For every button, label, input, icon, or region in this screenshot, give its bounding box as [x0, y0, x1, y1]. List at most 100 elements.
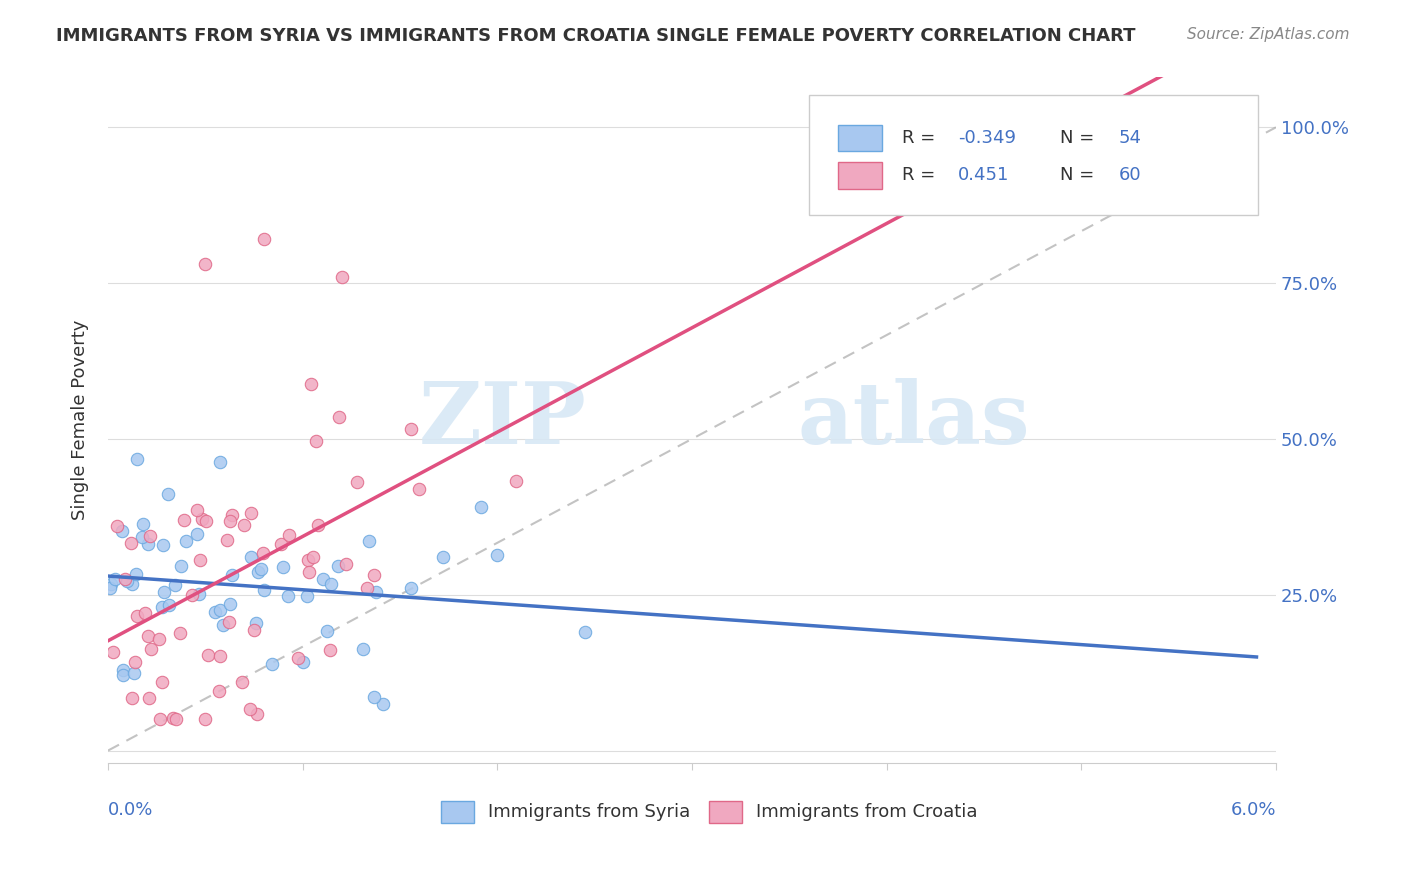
Y-axis label: Single Female Poverty: Single Female Poverty: [72, 320, 89, 520]
Point: [295, 589, 318, 603]
Point: [194, 713, 217, 727]
Point: [312, 572, 335, 586]
Point: [260, 657, 283, 672]
Point: [221, 568, 243, 582]
Point: [165, 577, 187, 591]
Point: [204, 605, 226, 619]
Text: ZIP: ZIP: [419, 378, 586, 462]
Point: [195, 514, 218, 528]
Point: [218, 597, 240, 611]
Point: [156, 487, 179, 501]
Point: [363, 567, 385, 582]
Point: [115, 574, 138, 588]
Point: [136, 629, 159, 643]
Point: [101, 645, 124, 659]
Point: [136, 537, 159, 551]
Point: [152, 675, 174, 690]
Point: [240, 549, 263, 564]
Point: [162, 711, 184, 725]
Point: [152, 584, 174, 599]
Point: [122, 666, 145, 681]
Point: [100, 576, 122, 591]
Point: [277, 589, 299, 603]
Point: [432, 550, 454, 565]
Point: [326, 559, 349, 574]
Point: [271, 560, 294, 574]
Point: [194, 257, 217, 271]
Point: [208, 684, 231, 698]
Point: [253, 582, 276, 597]
Text: -0.349: -0.349: [959, 128, 1017, 147]
Point: [150, 599, 173, 614]
Point: [215, 533, 238, 547]
Text: N =: N =: [1060, 128, 1099, 147]
Point: [111, 663, 134, 677]
Point: [208, 603, 231, 617]
Point: [363, 690, 385, 704]
Point: [470, 500, 492, 514]
Point: [245, 615, 267, 630]
Text: 54: 54: [1118, 128, 1142, 147]
Point: [287, 651, 309, 665]
Text: Immigrants from Croatia: Immigrants from Croatia: [756, 804, 977, 822]
Point: [253, 232, 276, 246]
Text: 6.0%: 6.0%: [1230, 801, 1277, 819]
Point: [277, 528, 299, 542]
Point: [218, 615, 240, 629]
Point: [170, 558, 193, 573]
Text: Source: ZipAtlas.com: Source: ZipAtlas.com: [1187, 27, 1350, 42]
Point: [111, 524, 134, 539]
Point: [357, 533, 380, 548]
Point: [186, 526, 208, 541]
Point: [356, 582, 378, 596]
Point: [335, 557, 357, 571]
Point: [125, 452, 148, 467]
Point: [209, 455, 232, 469]
Point: [250, 562, 273, 576]
Point: [297, 553, 319, 567]
Point: [121, 577, 143, 591]
Point: [125, 566, 148, 581]
Point: [330, 269, 353, 284]
Point: [190, 552, 212, 566]
Point: [114, 572, 136, 586]
Point: [169, 626, 191, 640]
Point: [352, 641, 374, 656]
Point: [138, 529, 160, 543]
Text: N =: N =: [1060, 167, 1099, 185]
FancyBboxPatch shape: [808, 95, 1258, 215]
Point: [209, 649, 232, 664]
Point: [121, 690, 143, 705]
Text: 0.451: 0.451: [959, 167, 1010, 185]
Bar: [838, 162, 883, 188]
Point: [299, 377, 322, 392]
Bar: [710, 801, 742, 823]
Text: IMMIGRANTS FROM SYRIA VS IMMIGRANTS FROM CROATIA SINGLE FEMALE POVERTY CORRELATI: IMMIGRANTS FROM SYRIA VS IMMIGRANTS FROM…: [56, 27, 1136, 45]
Point: [197, 648, 219, 662]
Point: [98, 581, 121, 595]
Point: [298, 565, 321, 579]
Point: [252, 546, 274, 560]
Point: [221, 508, 243, 522]
Point: [181, 588, 204, 602]
Point: [371, 698, 394, 712]
Point: [270, 537, 292, 551]
Point: [148, 632, 170, 646]
Bar: [838, 125, 883, 151]
Point: [408, 482, 430, 496]
Point: [239, 702, 262, 716]
Text: 60: 60: [1118, 167, 1140, 185]
Point: [219, 514, 242, 528]
Point: [232, 517, 254, 532]
Point: [211, 618, 233, 632]
Point: [149, 713, 172, 727]
Point: [328, 409, 350, 424]
Point: [174, 534, 197, 549]
Point: [319, 642, 342, 657]
Point: [243, 623, 266, 637]
Point: [112, 667, 135, 681]
Text: Immigrants from Syria: Immigrants from Syria: [488, 804, 690, 822]
Point: [127, 608, 149, 623]
Point: [120, 536, 142, 550]
Point: [486, 548, 509, 562]
